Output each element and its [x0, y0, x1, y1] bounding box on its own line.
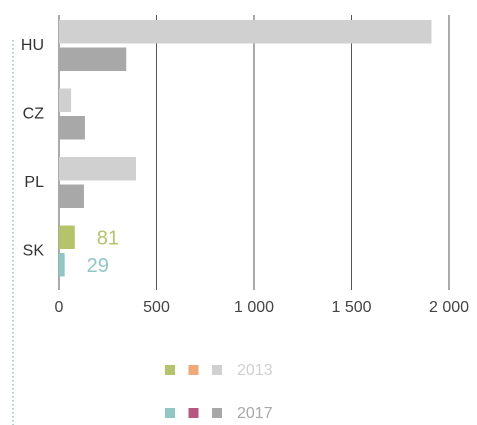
y-tick-label: SK [23, 243, 45, 260]
y-tick-label: PL [24, 174, 44, 191]
x-tick-label: 500 [143, 299, 170, 316]
x-tick-label: 1 000 [234, 299, 274, 316]
bar [59, 88, 72, 112]
legend-label: 2013 [237, 362, 273, 379]
legend-swatch [188, 365, 199, 375]
bar [59, 225, 75, 249]
y-tick-label: HU [21, 37, 44, 54]
bar [59, 47, 127, 71]
legend-label: 2017 [237, 405, 273, 422]
y-tick-label: CZ [23, 106, 45, 123]
bar [59, 157, 137, 181]
x-tick-label: 0 [55, 299, 64, 316]
legend-swatch [212, 408, 222, 418]
x-tick-label: 1 500 [331, 299, 371, 316]
bar [59, 184, 84, 208]
legend-swatch [188, 408, 199, 418]
bar [59, 116, 85, 140]
bar [59, 20, 432, 44]
x-tick-label: 2 000 [429, 299, 469, 316]
value-label: 81 [97, 228, 119, 250]
bar [59, 253, 65, 277]
value-label: 29 [87, 255, 109, 277]
legend-swatch [165, 408, 175, 418]
legend-swatch [212, 365, 222, 375]
legend-swatch [165, 365, 175, 375]
